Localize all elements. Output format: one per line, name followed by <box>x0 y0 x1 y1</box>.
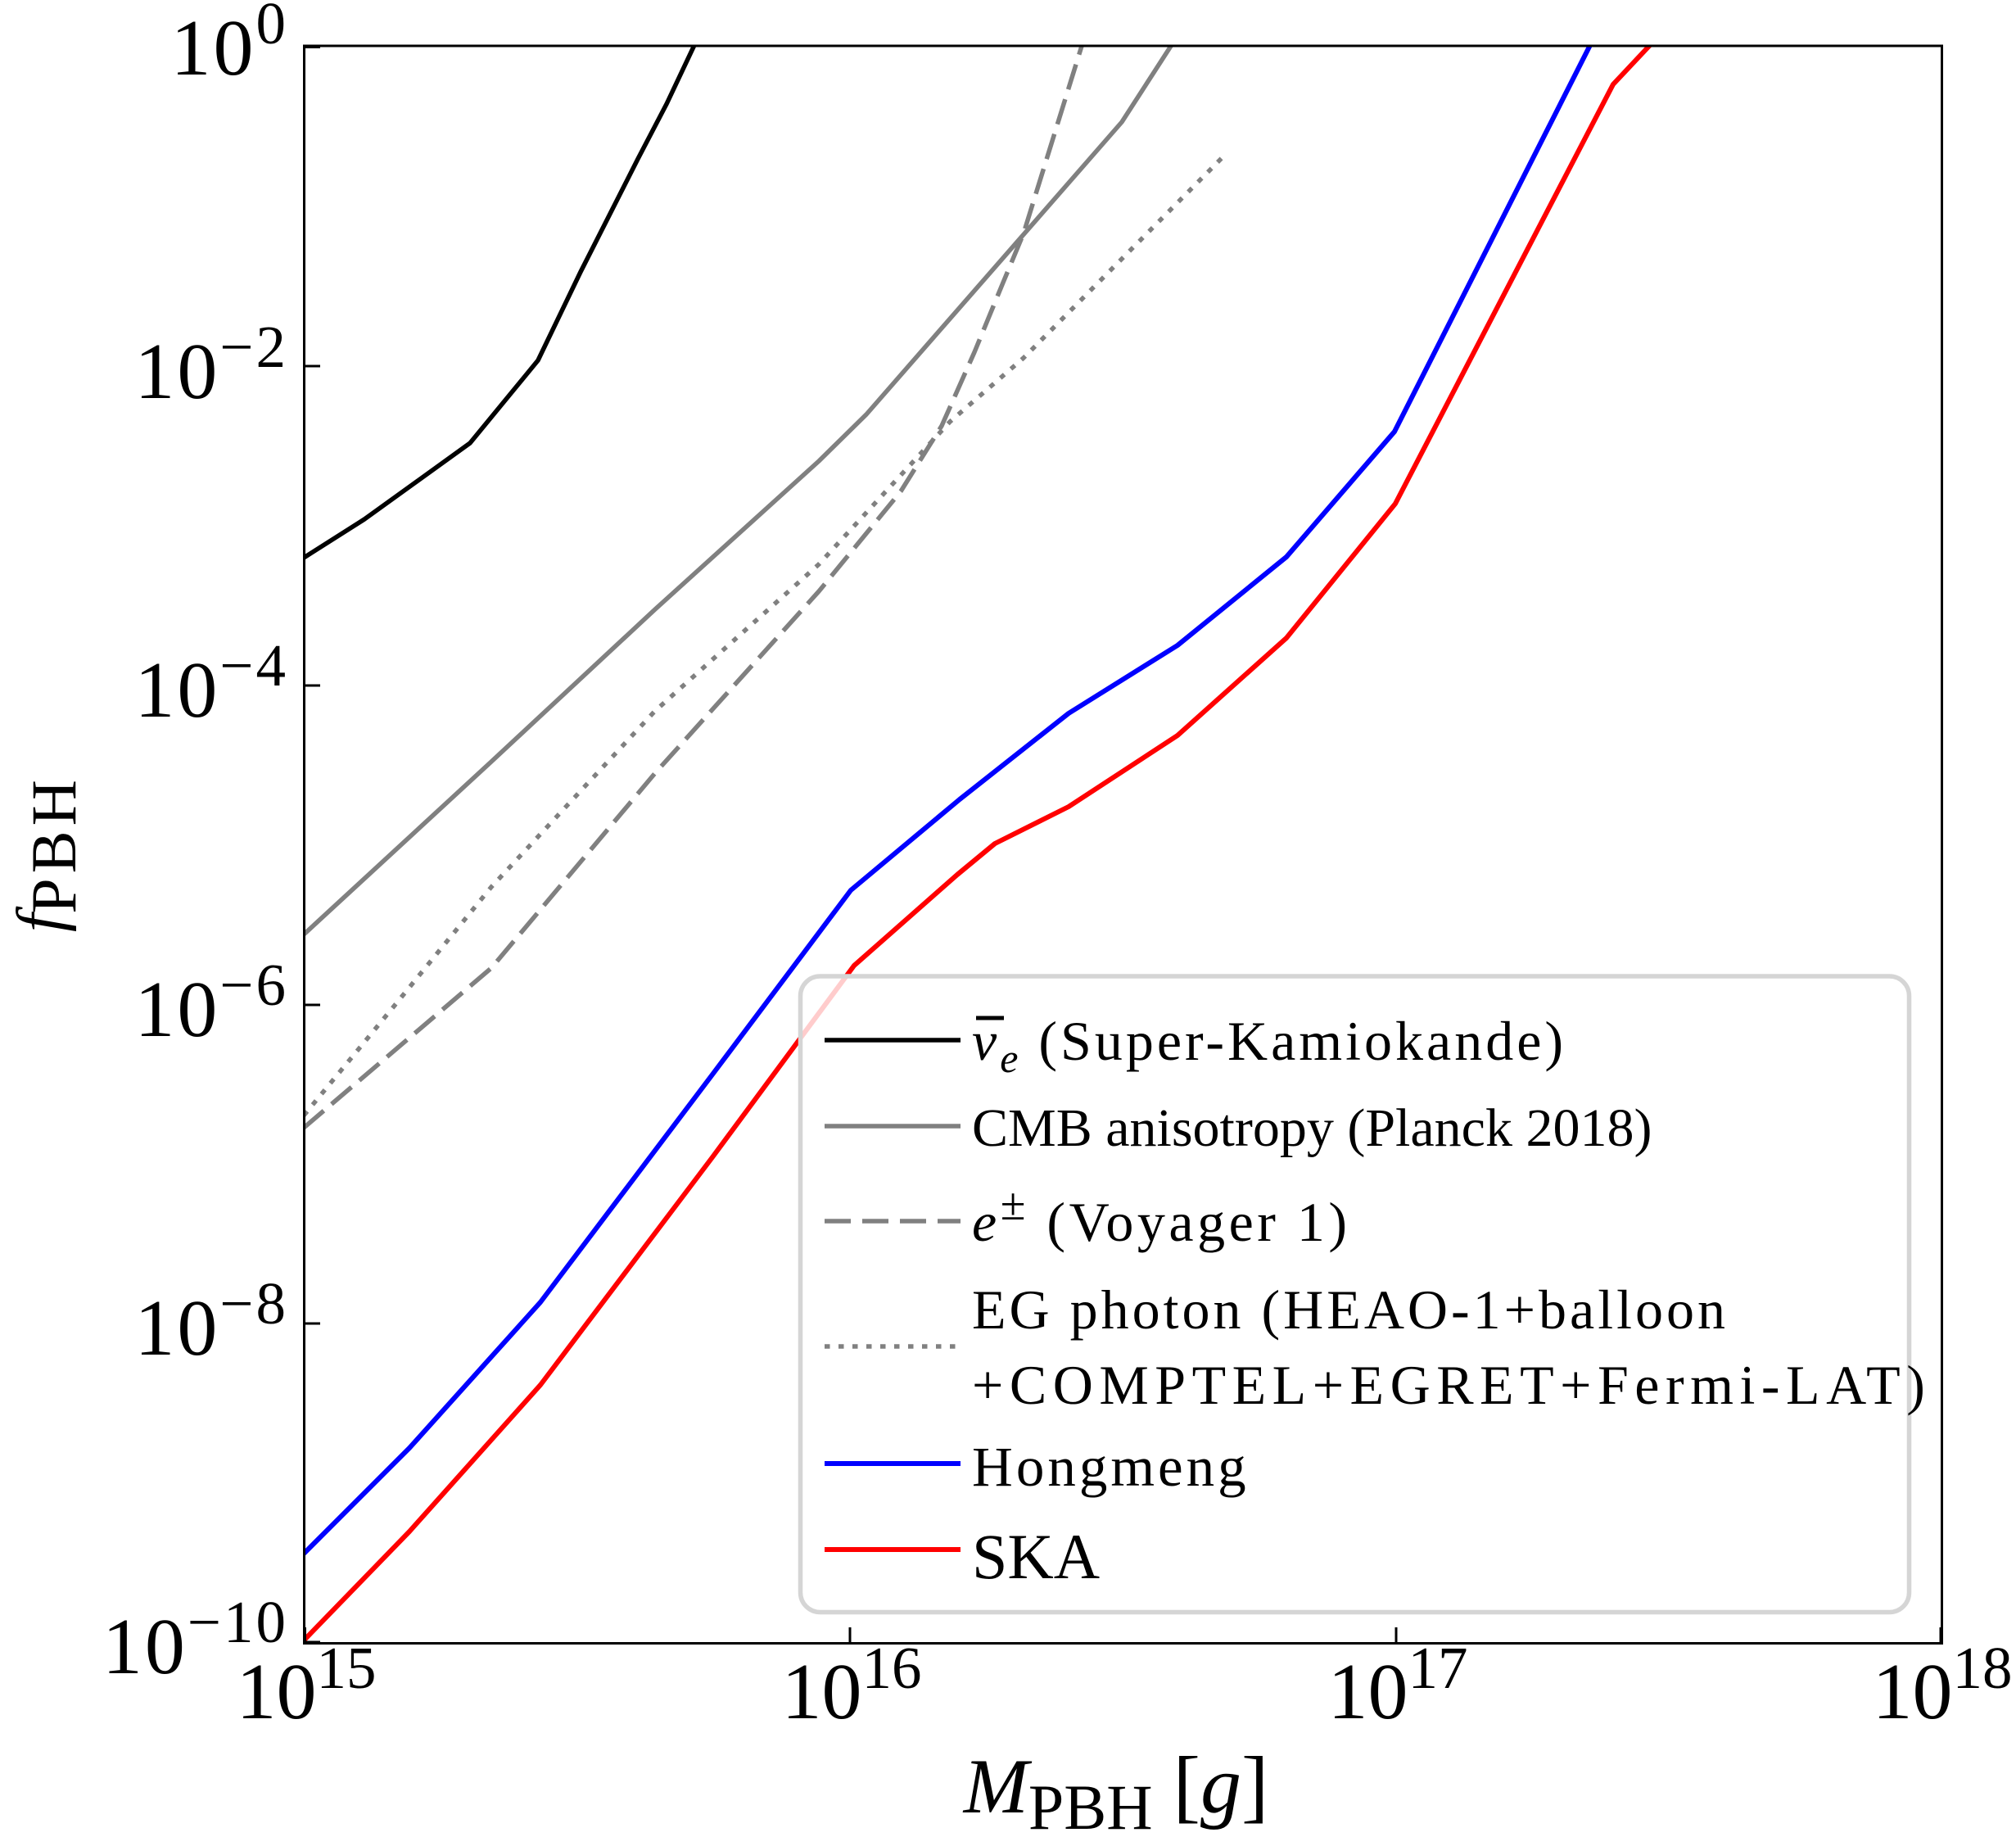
svg-text:fPBH: fPBH <box>5 775 89 932</box>
svg-text:νe (Super-Kamiokande): νe (Super-Kamiokande) <box>972 1010 1566 1081</box>
svg-text:Hongmeng: Hongmeng <box>972 1436 1250 1498</box>
svg-text:1015: 1015 <box>237 1635 377 1736</box>
svg-text:1016: 1016 <box>782 1635 922 1736</box>
svg-text:e± (Voyager 1): e± (Voyager 1) <box>972 1179 1351 1253</box>
svg-text:100: 100 <box>171 0 289 93</box>
svg-text:EG photon (HEAO-1+balloon: EG photon (HEAO-1+balloon <box>972 1278 1729 1341</box>
svg-text:MPBH [g]: MPBH [g] <box>962 1740 1269 1837</box>
svg-text:SKA: SKA <box>972 1521 1100 1592</box>
svg-text:1018: 1018 <box>1873 1635 2013 1736</box>
svg-text:10−10: 10−10 <box>102 1589 288 1691</box>
svg-text:10−4: 10−4 <box>134 632 288 735</box>
svg-text:10−2: 10−2 <box>134 314 288 416</box>
svg-text:10−8: 10−8 <box>134 1270 288 1373</box>
svg-text:10−6: 10−6 <box>134 952 288 1054</box>
svg-text:1017: 1017 <box>1328 1635 1468 1736</box>
svg-text:+COMPTEL+EGRET+Fermi-LAT): +COMPTEL+EGRET+Fermi-LAT) <box>972 1354 1931 1416</box>
svg-text:CMB anisotropy (Planck 2018): CMB anisotropy (Planck 2018) <box>972 1098 1652 1158</box>
